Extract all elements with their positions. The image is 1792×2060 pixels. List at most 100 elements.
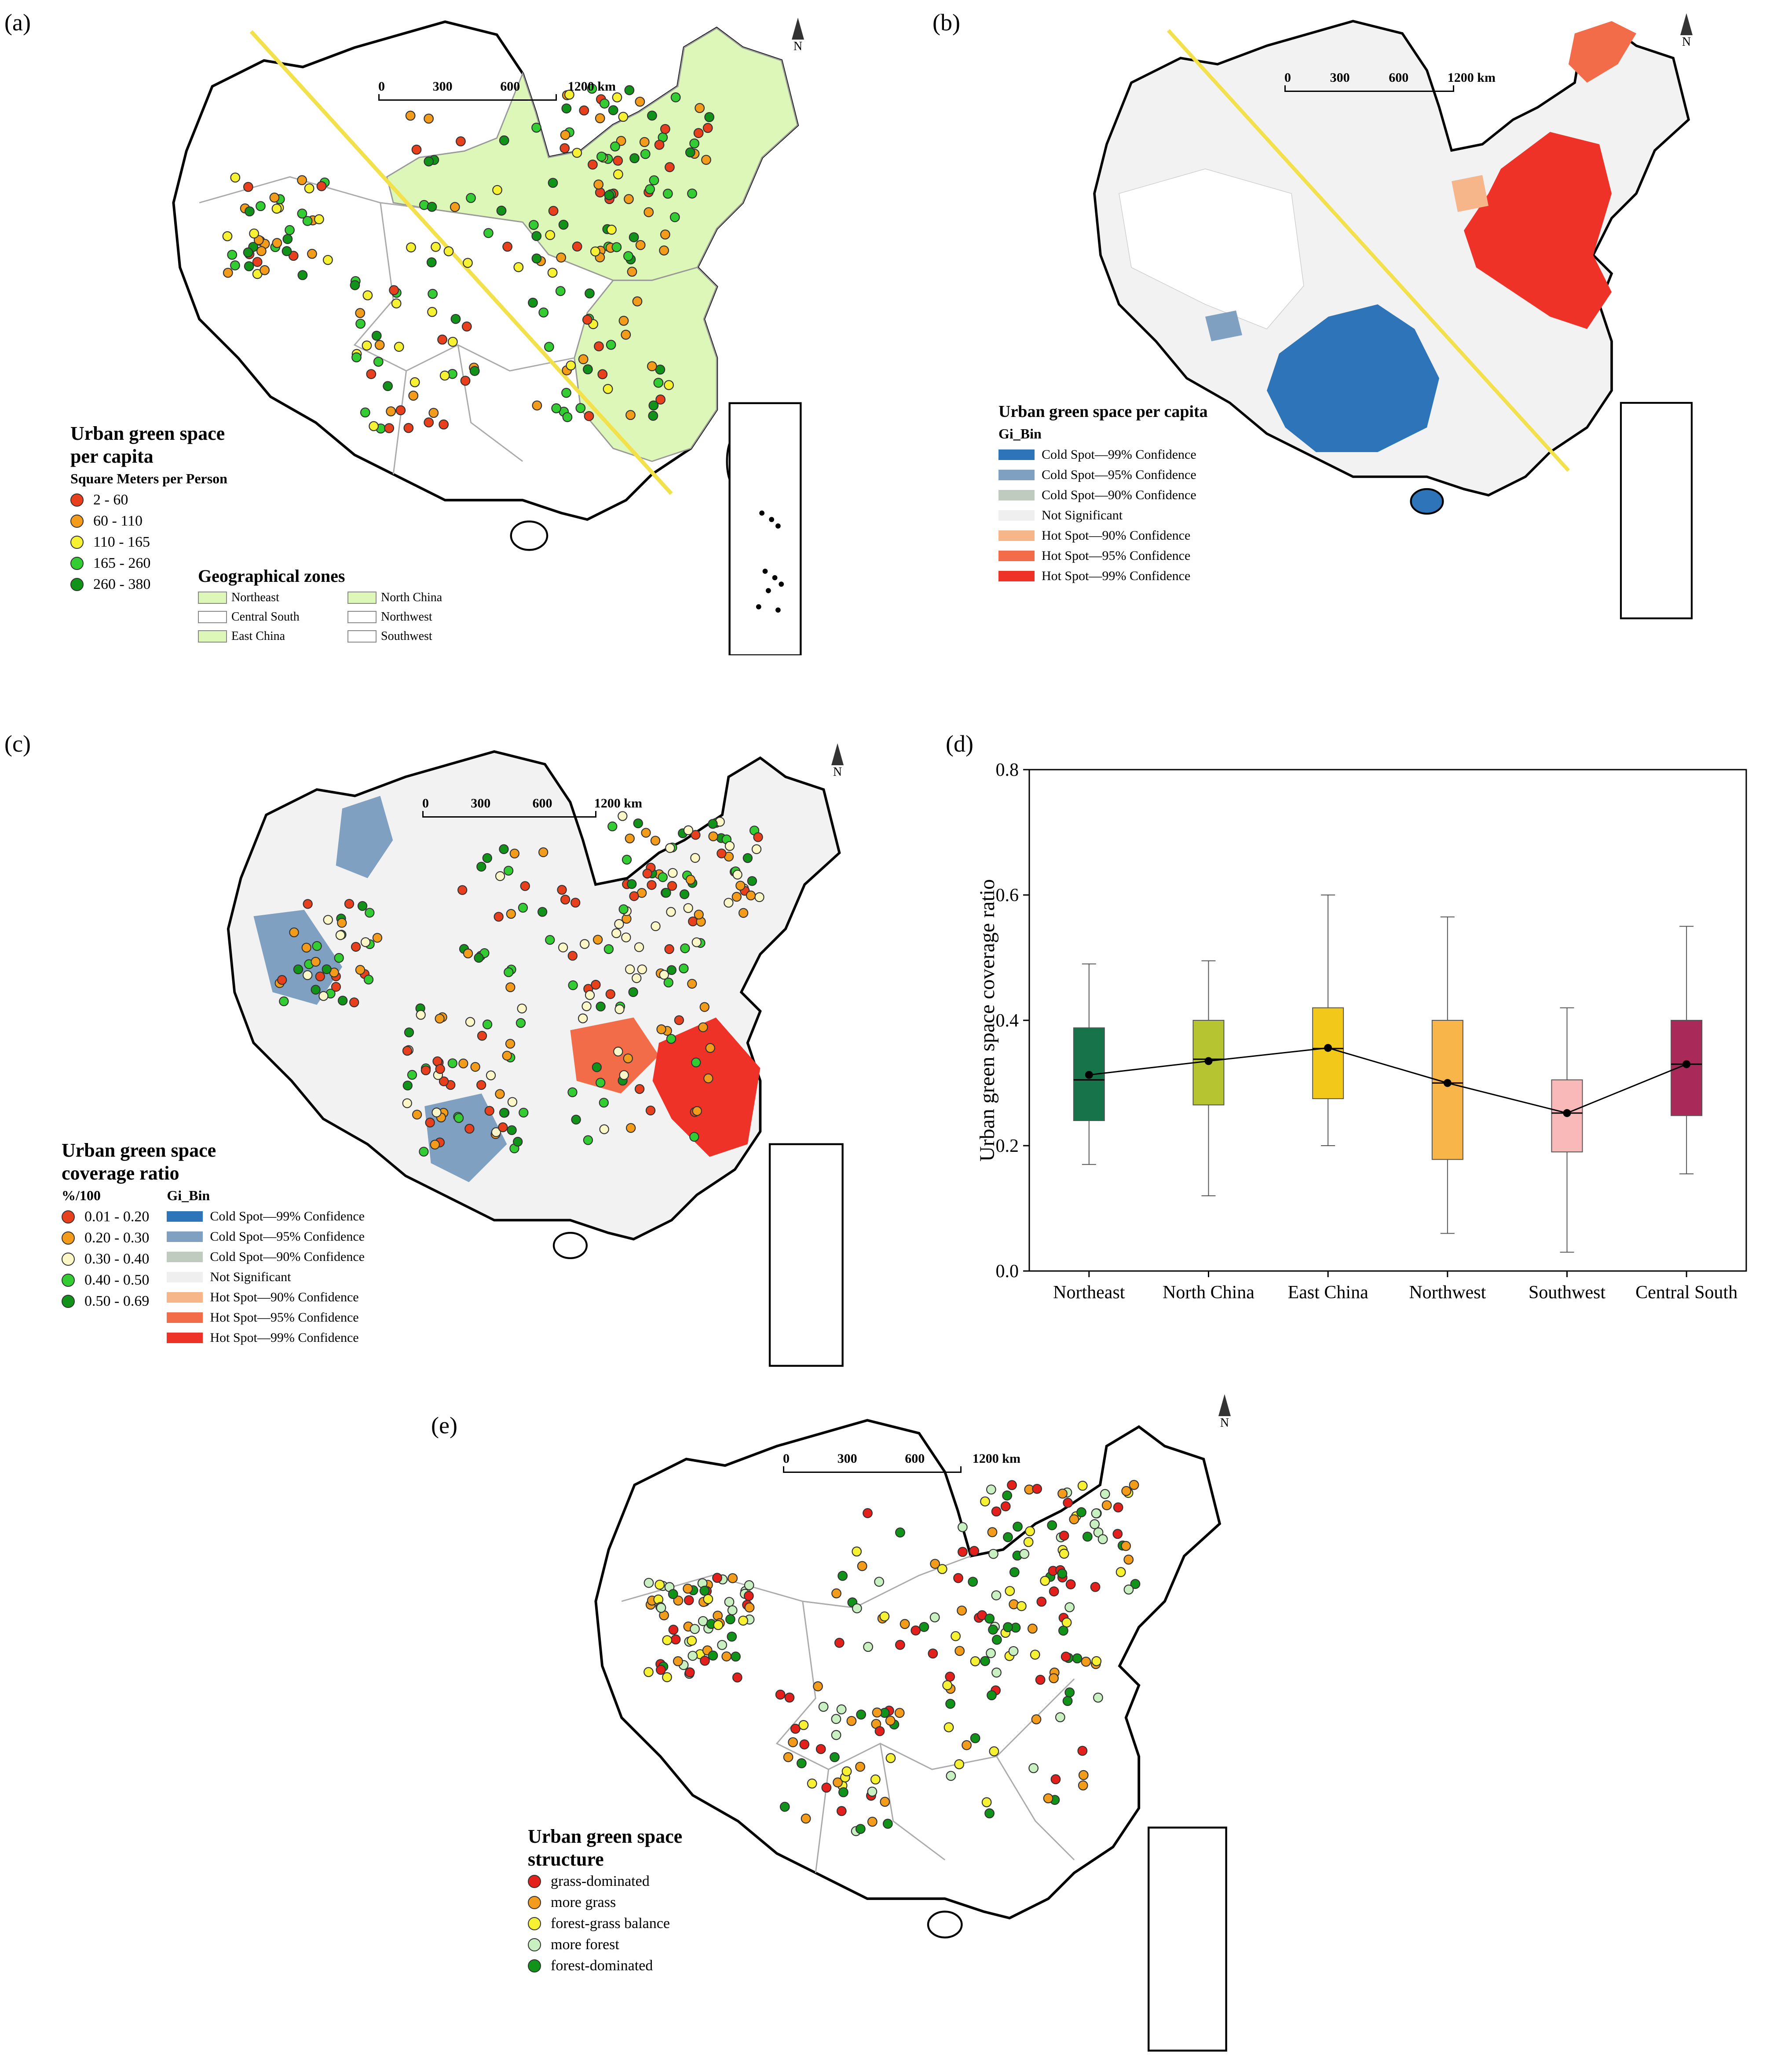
city-point [581,1001,592,1012]
city-point [666,1034,677,1044]
city-point [561,103,572,113]
city-point [316,181,327,191]
city-points-c [274,811,764,1157]
c-bin-item: Hot Spot—99% Confidence [167,1328,365,1348]
city-point [687,979,697,989]
city-point [612,92,622,102]
legend-swatch [167,1252,203,1262]
city-point [568,980,578,990]
city-point [311,985,321,995]
city-point [464,1124,475,1134]
city-point [596,151,607,162]
city-point [929,1612,940,1622]
city-point [627,879,637,889]
city-point [744,1580,754,1590]
city-point [269,192,280,203]
city-point [426,257,437,267]
mean-point [1563,1109,1571,1117]
city-point [1025,1526,1035,1537]
city-point [517,1004,527,1014]
city-point [618,112,629,122]
city-point [984,1613,995,1624]
city-point [673,1656,683,1666]
city-point [561,387,571,398]
zone-label: Northeast [231,591,279,604]
zone-legend-a: Geographical zones Northeast North China C… [198,563,484,645]
city-point [447,336,458,347]
x-tick-label: Northwest [1409,1282,1486,1303]
city-point [548,206,559,216]
city-point [476,1080,486,1090]
city-point [1007,1480,1017,1490]
city-point [492,185,502,195]
city-point [1040,1576,1050,1586]
city-point [666,965,677,975]
city-point [1077,1746,1088,1756]
legend-label: forest-dominated [551,1958,653,1974]
city-point [830,1752,840,1762]
city-point [373,357,384,367]
city-point [386,406,396,416]
city-point [629,232,639,242]
legend-label: Hot Spot—90% Confidence [1042,528,1191,543]
legend-swatch [167,1272,203,1282]
city-point [424,417,434,427]
city-point [705,1043,715,1053]
city-point [416,1010,426,1020]
city-point [695,103,705,113]
city-point [724,898,734,908]
city-point [466,193,476,203]
city-point [560,130,571,140]
city-point [911,1625,921,1636]
city-point [357,901,368,911]
city-point [669,212,680,223]
city-point [491,1127,501,1137]
legend-title-c: Urban green space coverage ratio [62,1140,216,1184]
city-point [708,831,718,841]
city-point [659,970,669,980]
city-point [684,1595,694,1605]
city-point [698,1022,708,1032]
legend-swatch [998,551,1035,561]
city-point [365,908,375,918]
city-point [244,261,254,271]
c-legend-item: 0.30 - 0.40 [62,1249,149,1270]
north-arrow-e: N [1218,1394,1231,1430]
city-point [673,1595,684,1606]
city-point [583,1135,593,1145]
city-point [303,970,313,980]
hainan-island [1410,488,1444,515]
hu-line [249,30,673,495]
city-point [619,1070,629,1080]
city-point [670,92,681,102]
hot-spot-99 [1464,132,1612,329]
city-point [560,895,571,905]
city-point [1061,1651,1071,1662]
city-point [1047,1520,1057,1530]
city-point [315,972,325,982]
city-point [666,907,676,917]
city-point [362,340,372,351]
city-point [461,321,472,332]
map-panel-e [594,1419,1227,2052]
city-point [857,1561,867,1571]
legend-swatch [998,470,1035,480]
city-point [647,361,657,372]
legend-swatch [167,1211,203,1222]
city-point [465,1017,475,1027]
legend-dot-marker [528,1917,541,1930]
city-point [650,836,661,846]
city-point [293,964,304,975]
city-point [986,1484,996,1495]
city-point [633,818,643,829]
city-point [687,1636,697,1646]
city-point [509,848,519,858]
city-point [599,1124,609,1134]
legend-label: 110 - 165 [93,534,150,550]
city-point [831,1588,841,1599]
city-point [1113,1502,1123,1512]
city-point [1101,1500,1112,1510]
city-point [655,394,666,405]
city-point [790,1724,801,1734]
city-point [951,1631,961,1641]
